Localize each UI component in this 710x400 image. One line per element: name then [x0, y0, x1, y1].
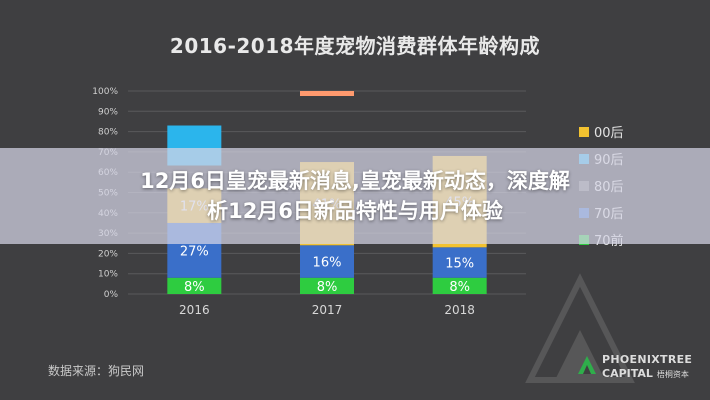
x-tick-label: 2018: [444, 303, 475, 317]
headline-line1: 12月6日皇宠最新消息,皇宠最新动态，深度解: [140, 169, 570, 193]
logo-name-line2-en: CAPITAL: [602, 367, 653, 380]
data-label: 16%: [313, 256, 342, 271]
logo-name-line2: CAPITAL 梧桐资本: [602, 367, 689, 380]
legend-label: 00后: [594, 126, 624, 141]
logo-name-line1: PHOENIXTREE: [602, 353, 693, 366]
y-tick-label: 0%: [104, 290, 119, 300]
phoenixtree-logo: PHOENIXTREE CAPITAL 梧桐资本: [576, 350, 706, 390]
y-tick-label: 90%: [98, 107, 118, 117]
y-tick-label: 80%: [98, 128, 118, 138]
data-label: 8%: [317, 280, 338, 295]
bar-segment-70后: [300, 245, 354, 278]
y-tick-label: 100%: [92, 87, 118, 97]
data-label: 27%: [180, 244, 209, 259]
bar-segment-70前: [300, 277, 354, 294]
data-source-note: 数据来源：狗民网: [48, 364, 145, 378]
bar-top-segment: [300, 91, 354, 96]
x-tick-label: 2016: [179, 303, 210, 317]
headline-banner: 12月6日皇宠最新消息,皇宠最新动态，深度解 析12月6日新品特性与用户体验: [0, 148, 710, 244]
chart-title: 2016-2018年度宠物消费群体年龄构成: [169, 34, 541, 58]
logo-name-line2-cn: 梧桐资本: [656, 370, 689, 379]
bar-segment-70前: [432, 277, 487, 294]
legend-swatch: [579, 127, 589, 137]
phoenix-logo-icon: [578, 356, 596, 374]
y-tick-label: 10%: [98, 270, 118, 280]
y-tick-label: 20%: [98, 249, 118, 259]
x-tick-label: 2017: [312, 303, 343, 317]
headline-line2: 析12月6日新品特性与用户体验: [207, 199, 503, 223]
bar-segment-70后: [432, 247, 487, 278]
headline-text: 12月6日皇宠最新消息,皇宠最新动态，深度解 析12月6日新品特性与用户体验: [0, 166, 710, 226]
bar-segment-70前: [167, 277, 222, 294]
data-label: 8%: [449, 280, 470, 295]
data-label: 15%: [445, 257, 474, 272]
data-label: 8%: [184, 280, 205, 295]
